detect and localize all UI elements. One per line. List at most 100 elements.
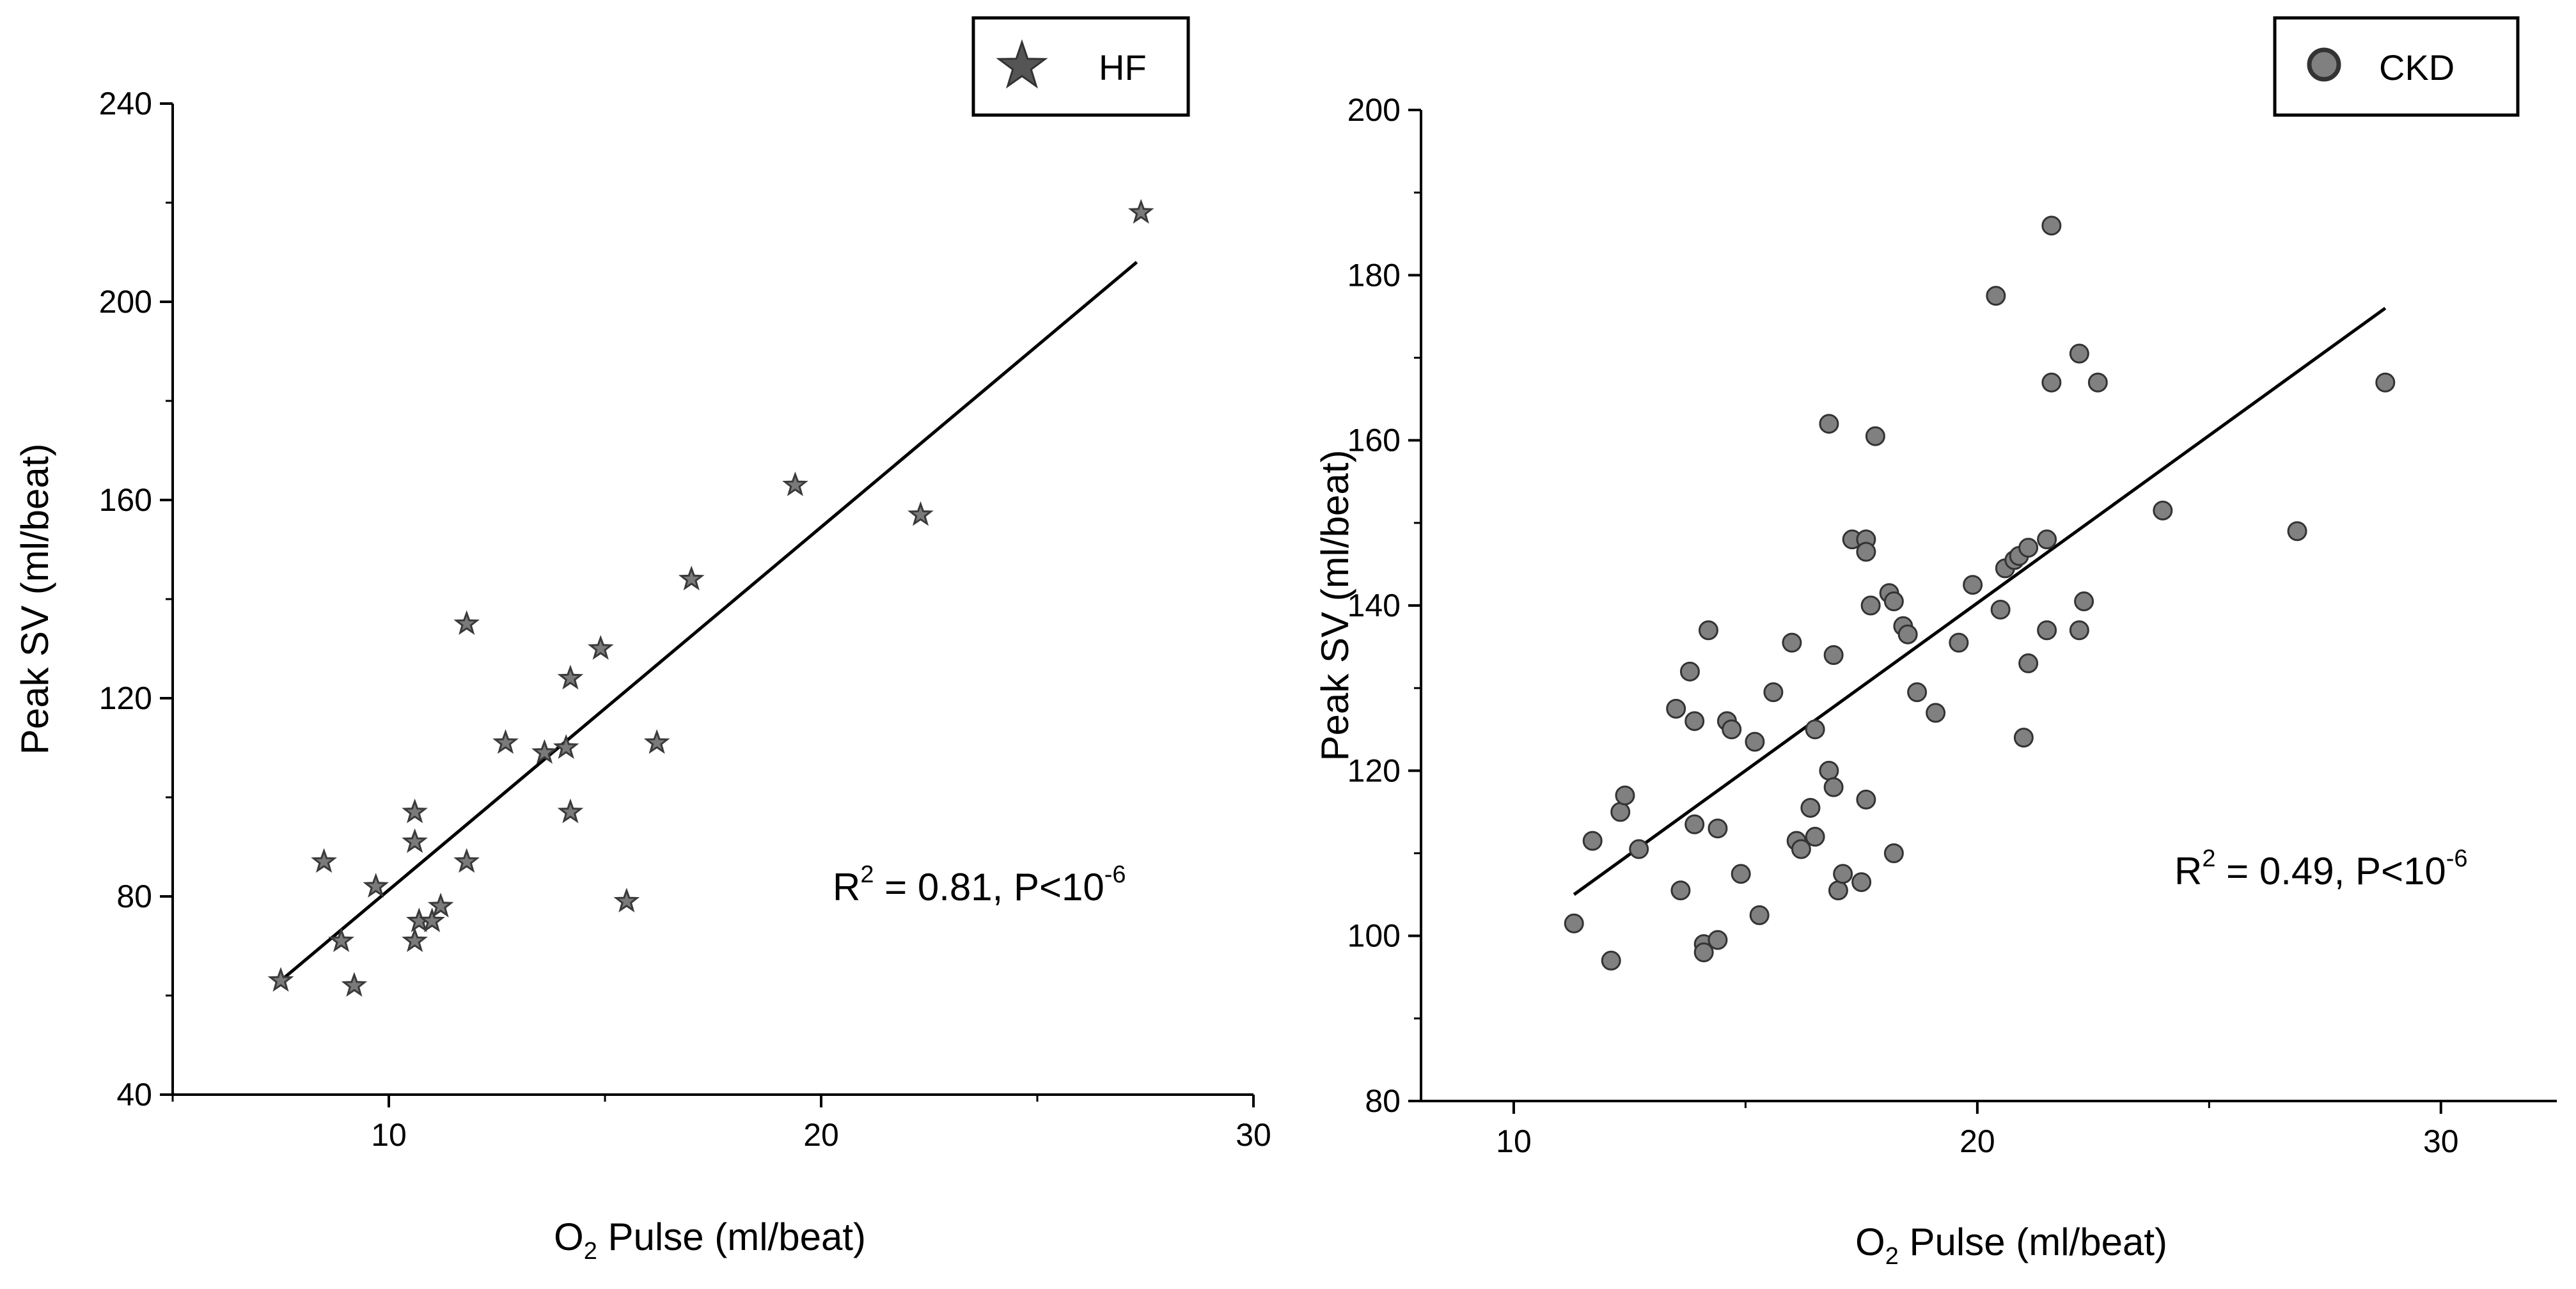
ckd-data-point (1698, 620, 1718, 641)
ckd-y-tick-label: 80 (1365, 1083, 1401, 1119)
ckd-data-point (2153, 500, 2173, 520)
ckd-data-point (1805, 827, 1825, 847)
ckd-data-point (1856, 790, 1876, 810)
ckd-data-point (2041, 215, 2062, 236)
ckd-data-point (1897, 624, 1918, 644)
ckd-data-point (1833, 864, 1853, 884)
hf-data-point (643, 729, 670, 754)
ckd-y-tick-label: 180 (1347, 257, 1401, 293)
ckd-data-point (1823, 777, 1844, 797)
ckd-data-point (1708, 818, 1728, 839)
ckd-data-point (1883, 843, 1904, 863)
hf-data-point (453, 848, 480, 873)
ckd-data-point (1629, 839, 1649, 859)
hf-data-point (267, 967, 294, 992)
ckd-data-point (1851, 872, 1872, 893)
ckd-data-point (1615, 785, 1635, 806)
hf-legend-star-icon (996, 39, 1048, 89)
hf-chart-panel: 40 80 120 160 200 240 10 20 30 HF R2 = 0.81, P<1… (13, 16, 1271, 1265)
hf-data-point (492, 729, 519, 754)
hf-data-point (678, 565, 705, 591)
ckd-data-point (2087, 372, 2108, 393)
ckd-data-point (1582, 831, 1603, 851)
ckd-x-tick-label: 20 (1959, 1123, 1995, 1159)
hf-data-point (427, 893, 454, 918)
ckd-legend-circle-icon (2307, 47, 2341, 82)
ckd-legend-label: CKD (2379, 47, 2454, 88)
hf-x-axis-title: O2 Pulse (ml/beat) (554, 1215, 866, 1265)
ckd-data-point (1731, 864, 1751, 884)
hf-data-points (267, 199, 1154, 997)
ckd-data-point (1963, 575, 1983, 595)
hf-data-point (782, 471, 808, 497)
hf-legend-box (971, 16, 1190, 117)
hf-y-tick-label: 40 (116, 1077, 152, 1113)
ckd-chart-panel: 80 100 120 140 160 180 200 10 20 30 CKD R2 = 0.49… (1314, 16, 2557, 1270)
ckd-data-point (2018, 538, 2039, 558)
ckd-data-point (2041, 372, 2062, 393)
ckd-annotation-value: = 0.49, P<10 (2215, 850, 2446, 893)
ckd-data-point (1722, 719, 1742, 740)
hf-data-point (363, 873, 389, 898)
ckd-data-point (1601, 950, 1621, 971)
ckd-y-tick-label: 200 (1347, 92, 1401, 128)
ckd-data-point (1823, 645, 1844, 665)
hf-data-point (557, 664, 584, 690)
ckd-data-point (1856, 542, 1876, 562)
ckd-data-point (1828, 880, 1848, 901)
ckd-data-points (1564, 215, 2396, 971)
ckd-y-tick-label: 100 (1347, 918, 1401, 954)
ckd-data-point (1708, 930, 1728, 950)
hf-data-point (402, 798, 428, 824)
hf-annotation-value: = 0.81, P<10 (874, 866, 1104, 909)
hf-data-point (311, 848, 337, 873)
ckd-x-tick-label: 10 (1496, 1123, 1532, 1159)
ckd-annotation-r: R (2174, 850, 2202, 893)
ckd-data-point (2037, 620, 2057, 641)
ckd-data-point (1949, 632, 1969, 653)
hf-data-point (328, 927, 354, 953)
hf-y-tick-label: 160 (99, 482, 152, 518)
ckd-axis-ticks: 80 100 120 140 160 180 200 10 20 30 (1347, 92, 2459, 1159)
hf-data-point (341, 972, 368, 997)
hf-data-point (453, 610, 480, 636)
ckd-data-point (1986, 286, 2006, 306)
ckd-x-axis-title: O2 Pulse (ml/beat) (1855, 1221, 2167, 1270)
ckd-data-point (1819, 414, 1839, 434)
hf-data-point (419, 907, 445, 933)
ckd-data-point (1666, 698, 1686, 719)
hf-x-tick-label: 20 (803, 1117, 839, 1153)
ckd-data-point (1990, 599, 2011, 620)
ckd-data-point (1791, 839, 1811, 859)
hf-legend-label: HF (1099, 47, 1147, 88)
ckd-y-tick-label: 160 (1347, 423, 1401, 458)
ckd-data-point (1860, 595, 1881, 616)
ckd-data-point (1670, 880, 1691, 901)
ckd-data-point (1800, 797, 1821, 818)
hf-data-point (587, 635, 614, 660)
ckd-data-point (1749, 905, 1770, 925)
ckd-data-point (1685, 814, 1705, 834)
ckd-data-point (2013, 728, 2034, 748)
ckd-data-point (1883, 591, 1904, 612)
ckd-annotation-r-exp: 2 (2202, 845, 2215, 872)
ckd-data-point (1926, 703, 1946, 723)
hf-x-tick-label: 10 (371, 1117, 407, 1153)
ckd-data-point (2037, 529, 2057, 550)
ckd-regression-line (1573, 306, 2387, 896)
ckd-data-point (2375, 372, 2396, 393)
hf-data-point (613, 887, 640, 913)
ckd-data-point (1865, 426, 1885, 446)
ckd-y-axis-title: Peak SV (ml/beat) (1314, 450, 1356, 762)
hf-regression-line (279, 261, 1138, 982)
ckd-data-point (1693, 942, 1714, 962)
hf-annotation-r-exp: 2 (860, 861, 874, 888)
ckd-data-point (2018, 653, 2039, 673)
hf-annotation-r: R (833, 866, 860, 909)
ckd-data-point (2287, 521, 2307, 542)
ckd-data-point (1782, 632, 1802, 653)
hf-data-point (531, 738, 558, 764)
hf-data-point (907, 501, 934, 526)
ckd-data-point (1745, 731, 1765, 752)
ckd-data-point (2074, 591, 2094, 612)
